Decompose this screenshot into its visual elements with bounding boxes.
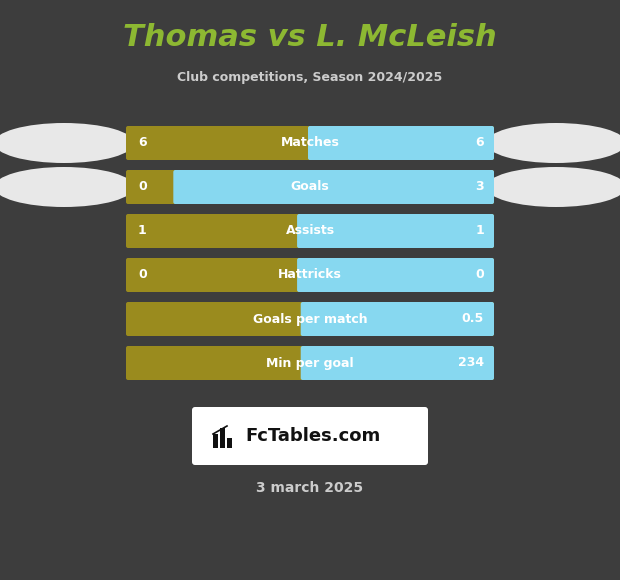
Text: Goals: Goals (291, 180, 329, 194)
FancyBboxPatch shape (174, 170, 494, 204)
Text: 0: 0 (138, 269, 147, 281)
Text: Matches: Matches (281, 136, 339, 150)
FancyBboxPatch shape (126, 302, 494, 336)
FancyBboxPatch shape (126, 126, 494, 160)
Text: 0.5: 0.5 (462, 313, 484, 325)
FancyBboxPatch shape (301, 302, 494, 336)
Text: Club competitions, Season 2024/2025: Club competitions, Season 2024/2025 (177, 71, 443, 85)
FancyBboxPatch shape (126, 346, 494, 380)
FancyBboxPatch shape (308, 126, 494, 160)
Text: 3 march 2025: 3 march 2025 (257, 481, 363, 495)
Text: 0: 0 (476, 269, 484, 281)
FancyBboxPatch shape (192, 407, 428, 465)
Text: Thomas vs L. McLeish: Thomas vs L. McLeish (123, 24, 497, 53)
Text: Min per goal: Min per goal (266, 357, 354, 369)
Ellipse shape (486, 167, 620, 207)
Ellipse shape (486, 123, 620, 163)
Text: 0: 0 (138, 180, 147, 194)
FancyBboxPatch shape (297, 214, 494, 248)
Ellipse shape (0, 123, 134, 163)
Text: Assists: Assists (285, 224, 335, 237)
FancyBboxPatch shape (126, 214, 494, 248)
Bar (213, 434, 218, 448)
Text: 6: 6 (476, 136, 484, 150)
FancyBboxPatch shape (126, 170, 494, 204)
FancyBboxPatch shape (301, 346, 494, 380)
Text: 6: 6 (138, 136, 146, 150)
Ellipse shape (0, 167, 134, 207)
FancyBboxPatch shape (297, 258, 494, 292)
Text: 1: 1 (138, 224, 147, 237)
Text: 1: 1 (476, 224, 484, 237)
Text: FcTables.com: FcTables.com (245, 427, 380, 445)
Bar (227, 438, 232, 448)
Text: 234: 234 (458, 357, 484, 369)
Bar (220, 428, 225, 448)
Text: Hattricks: Hattricks (278, 269, 342, 281)
FancyBboxPatch shape (126, 258, 494, 292)
Text: Goals per match: Goals per match (253, 313, 367, 325)
Text: 3: 3 (476, 180, 484, 194)
